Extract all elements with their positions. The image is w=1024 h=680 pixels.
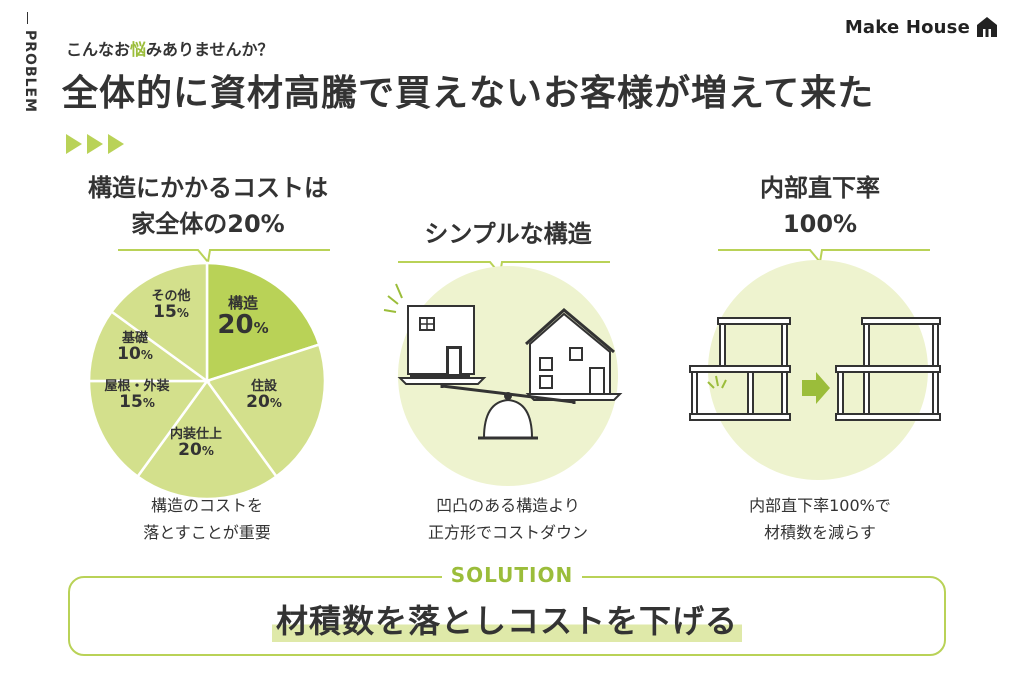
pie-slice-1 xyxy=(204,342,327,479)
side-label: PROBLEM xyxy=(18,6,38,136)
direct-load-caption: 内部直下率100%で 材積数を減らす xyxy=(749,496,891,542)
direct-load-ratio-heading: 内部直下率 100% xyxy=(760,174,880,238)
balance-scale-illustration xyxy=(383,283,623,440)
house-icon xyxy=(977,17,997,37)
brand-logo-text: Make House xyxy=(844,16,970,38)
pie-label-roof-exterior: 屋根・外装 15% xyxy=(104,379,170,412)
cost-caption: 構造のコストを 落とすことが重要 xyxy=(143,496,271,542)
pie-label-foundation: 基礎 10% xyxy=(117,331,153,364)
solution-text: 材積数を落としコストを下げる xyxy=(271,596,742,642)
pie-slice-3 xyxy=(87,379,210,479)
pie-svg xyxy=(87,261,327,501)
side-label-line xyxy=(27,12,28,24)
pie-slice-2 xyxy=(135,378,279,501)
subtitle-highlight: 悩 xyxy=(130,40,147,59)
page-title: 全体的に資材高騰で買えないお客様が増えて来た xyxy=(62,73,875,114)
pie-slice-0 xyxy=(205,261,321,383)
solution-label: SOLUTION xyxy=(442,563,582,587)
pie-label-interior: 内装仕上 20% xyxy=(169,427,222,460)
solution-text-wrap: 材積数を落としコストを下げる xyxy=(220,596,794,642)
triple-arrow-icon xyxy=(66,134,124,154)
side-label-text: PROBLEM xyxy=(22,30,38,114)
cost-heading: 構造にかかるコストは 家全体の20% xyxy=(88,174,328,238)
pie-slice-5 xyxy=(109,261,209,384)
simple-structure-caption: 凹凸のある構造より 正方形でコストダウン xyxy=(427,496,588,542)
cost-pie-chart xyxy=(87,261,327,501)
pie-slice-4 xyxy=(87,309,211,383)
pie-label-other: その他 15% xyxy=(151,289,191,322)
pie-label-facilities: 住設 20% xyxy=(246,379,282,412)
speech-tail xyxy=(118,249,330,264)
frame-comparison-illustration xyxy=(689,317,941,421)
brand-logo: Make House xyxy=(845,16,998,38)
page-subtitle: こんなお悩みありませんか？ xyxy=(66,40,274,59)
pie-label-structure: 構造 20% xyxy=(217,294,269,340)
simple-structure-heading: シンプルな構造 xyxy=(424,220,592,248)
